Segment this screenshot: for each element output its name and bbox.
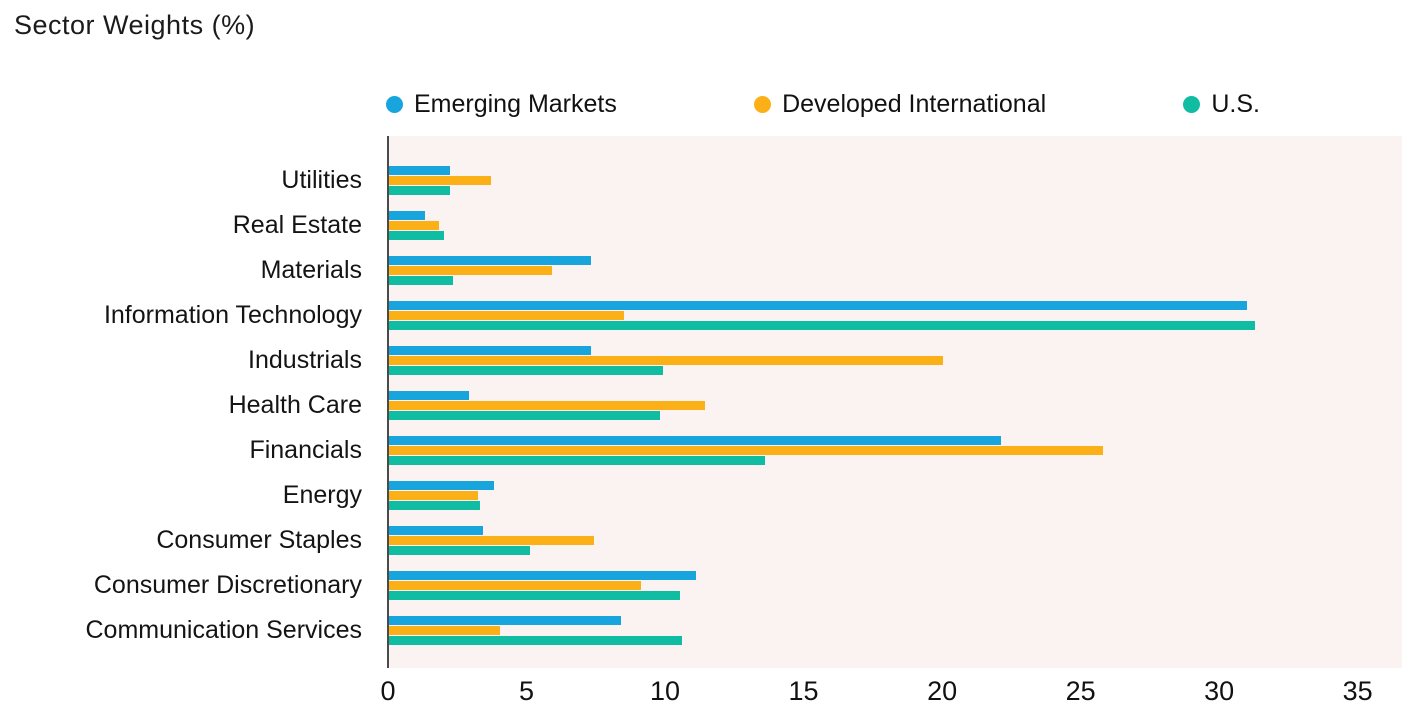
bar-u-s-materials: [389, 276, 453, 285]
bar-emerging-markets-energy: [389, 481, 495, 490]
category-label-financials: Financials: [249, 436, 362, 464]
legend-label: U.S.: [1211, 90, 1260, 118]
bar-developed-international-consumer-staples: [389, 536, 594, 545]
legend-label: Emerging Markets: [414, 90, 617, 118]
bar-u-s-information-technology: [389, 321, 1256, 330]
x-tick-label-25: 25: [1065, 676, 1096, 706]
bar-u-s-industrials: [389, 366, 663, 375]
x-axis-tick-labels: 0 5 10 15 20 25 30 35: [0, 676, 1416, 716]
bar-developed-international-industrials: [389, 356, 943, 365]
x-tick-label-10: 10: [650, 676, 681, 706]
category-label-real-estate: Real Estate: [232, 211, 362, 239]
bar-group-health-care: [389, 383, 1402, 428]
bar-emerging-markets-materials: [389, 256, 592, 265]
bar-group-industrials: [389, 338, 1402, 383]
category-label-communication-services: Communication Services: [85, 616, 363, 644]
legend-item-emerging-markets: Emerging Markets: [386, 90, 617, 119]
legend-dot-u-s: [1183, 96, 1201, 113]
legend-label: Developed International: [782, 90, 1047, 118]
bar-emerging-markets-financials: [389, 436, 1001, 445]
category-label-consumer-staples: Consumer Staples: [156, 526, 362, 554]
bar-group-energy: [389, 473, 1402, 518]
bar-developed-international-real-estate: [389, 221, 439, 230]
legend: Emerging Markets Developed International U…: [386, 90, 1260, 119]
bar-emerging-markets-communication-services: [389, 616, 622, 625]
category-label-health-care: Health Care: [228, 391, 362, 419]
bar-developed-international-energy: [389, 491, 478, 500]
bar-developed-international-financials: [389, 446, 1104, 455]
bar-u-s-communication-services: [389, 636, 683, 645]
bar-group-real-estate: [389, 203, 1402, 248]
category-label-materials: Materials: [260, 256, 362, 284]
category-label-information-technology: Information Technology: [103, 301, 362, 329]
bar-u-s-financials: [389, 456, 766, 465]
bar-emerging-markets-utilities: [389, 166, 450, 175]
x-tick-label-5: 5: [519, 676, 535, 706]
x-tick-label-15: 15: [788, 676, 819, 706]
x-tick-label-0: 0: [380, 676, 396, 706]
bar-group-financials: [389, 428, 1402, 473]
bar-u-s-utilities: [389, 186, 450, 195]
bar-u-s-consumer-staples: [389, 546, 531, 555]
bar-group-communication-services: [389, 608, 1402, 653]
bar-developed-international-information-technology: [389, 311, 625, 320]
legend-item-developed-international: Developed International: [754, 90, 1046, 119]
legend-dot-emerging-markets: [386, 96, 403, 113]
bar-emerging-markets-consumer-staples: [389, 526, 484, 535]
category-label-utilities: Utilities: [281, 166, 362, 194]
bar-emerging-markets-information-technology: [389, 301, 1247, 310]
bar-emerging-markets-industrials: [389, 346, 592, 355]
bar-developed-international-materials: [389, 266, 553, 275]
bar-developed-international-utilities: [389, 176, 492, 185]
bar-group-consumer-staples: [389, 518, 1402, 563]
bar-u-s-consumer-discretionary: [389, 591, 680, 600]
x-tick-label-20: 20: [927, 676, 958, 706]
legend-dot-developed-international: [754, 96, 772, 113]
bar-u-s-real-estate: [389, 231, 445, 240]
x-tick-label-35: 35: [1342, 676, 1373, 706]
bar-emerging-markets-consumer-discretionary: [389, 571, 697, 580]
chart-title: Sector Weights (%): [14, 10, 256, 40]
category-label-industrials: Industrials: [248, 346, 362, 374]
x-tick-label-30: 30: [1204, 676, 1235, 706]
bar-group-utilities: [389, 158, 1402, 203]
bar-emerging-markets-real-estate: [389, 211, 425, 220]
bar-developed-international-communication-services: [389, 626, 500, 635]
category-label-energy: Energy: [282, 481, 362, 509]
bar-developed-international-consumer-discretionary: [389, 581, 641, 590]
bar-developed-international-health-care: [389, 401, 705, 410]
bar-emerging-markets-health-care: [389, 391, 470, 400]
y-axis-line: [387, 136, 389, 668]
legend-item-u-s: U.S.: [1183, 90, 1260, 119]
bar-u-s-energy: [389, 501, 481, 510]
bar-u-s-health-care: [389, 411, 661, 420]
category-label-consumer-discretionary: Consumer Discretionary: [93, 571, 362, 599]
bar-group-information-technology: [389, 293, 1402, 338]
bar-group-consumer-discretionary: [389, 563, 1402, 608]
bar-group-materials: [389, 248, 1402, 293]
